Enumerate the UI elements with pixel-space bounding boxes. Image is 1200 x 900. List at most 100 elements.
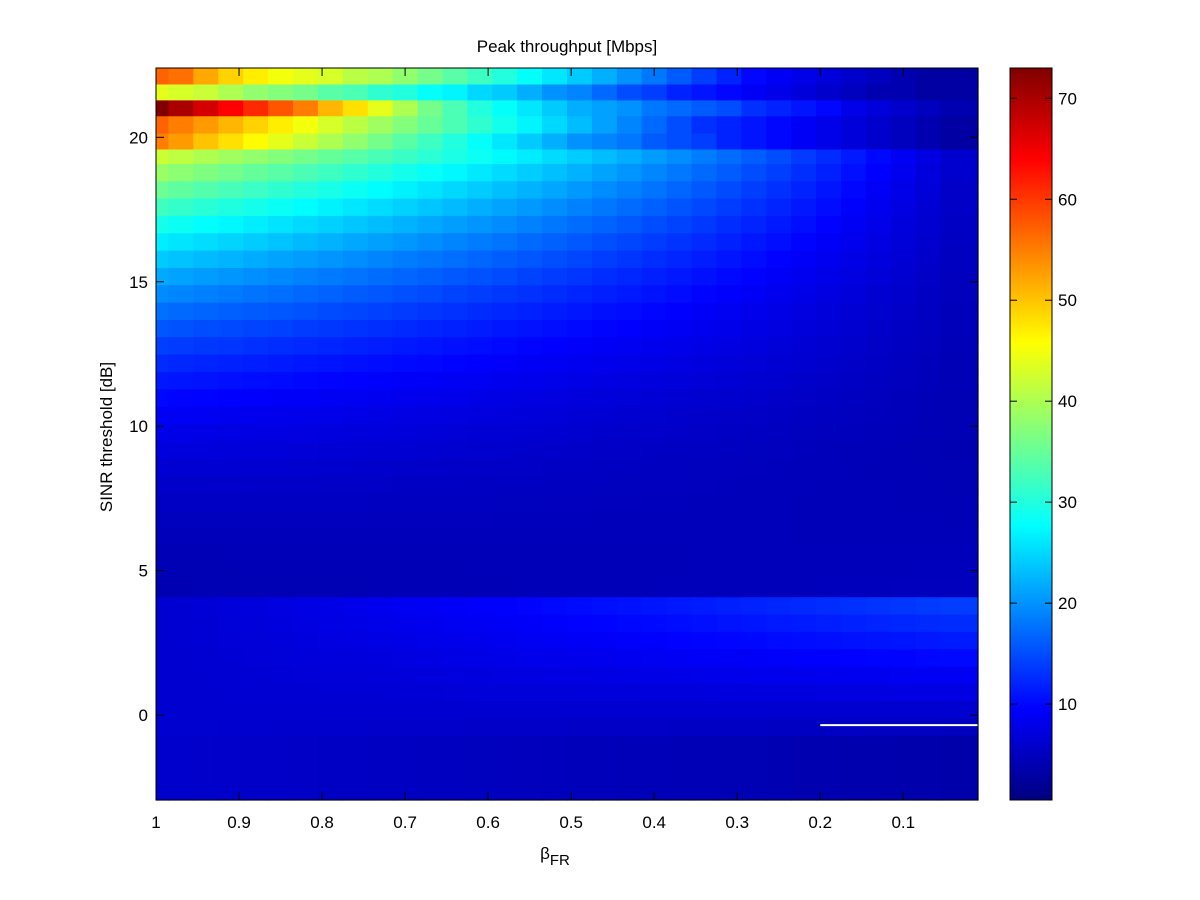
heatmap-cell [392,579,419,598]
heatmap-cell [567,388,593,407]
heatmap-cell [915,180,942,199]
heatmap-cell [865,631,892,650]
heatmap-cell [342,267,369,286]
heatmap-cell [716,700,742,719]
heatmap-cell [890,232,917,251]
heatmap-cell [641,440,668,459]
heatmap-cell [392,405,419,424]
heatmap-cell [392,301,419,320]
heatmap-cell [591,68,618,85]
heatmap-cell [716,457,742,476]
heatmap-cell [218,249,244,268]
heatmap-cell [616,371,643,390]
heatmap-cell [492,180,518,199]
x-tick-label: 0.9 [227,813,251,832]
heatmap-cell [666,700,693,719]
y-tick-label: 20 [129,128,148,147]
heatmap-cell [940,215,979,234]
heatmap-cell [243,249,269,268]
heatmap-cell [442,148,468,164]
heatmap-cell [417,648,444,667]
heatmap-cell [841,665,867,684]
heatmap-cell [791,631,817,650]
plot-frame [155,67,979,801]
heatmap-cell [591,319,618,338]
heatmap-cell [218,596,244,615]
heatmap-cell [268,440,294,459]
heatmap-cell [940,561,979,580]
heatmap-cell [915,769,942,801]
heatmap-cell [243,180,269,199]
heatmap-cell [317,544,344,563]
heatmap-cell [641,509,668,528]
heatmap-cell [268,180,294,199]
heatmap-cell [218,544,244,563]
heatmap-cell [392,336,419,355]
heatmap-cell [766,353,792,372]
heatmap-cell [168,148,194,164]
heatmap-cell [890,509,917,528]
heatmap-cell [616,133,643,150]
heatmap-cell [342,163,369,182]
heatmap-cell [218,83,244,101]
heatmap-cell [317,683,344,702]
heatmap-cell [442,301,468,320]
heatmap-cell [317,180,344,199]
heatmap-cell [890,457,917,476]
heatmap-cell [492,613,518,632]
colorbar-ticks: 10 20 30 40 50 60 70 [1010,89,1077,714]
heatmap-cell [392,544,419,563]
heatmap-cell [915,163,942,182]
heatmap-cell [317,232,344,251]
heatmap-cell [156,631,170,650]
heatmap-cell [542,215,568,234]
heatmap-cell [243,527,269,546]
heatmap-cell [915,83,942,101]
heatmap-cell [367,475,394,494]
heatmap-cell [915,388,942,407]
heatmap-cell [691,613,718,632]
heatmap-cell [293,769,319,801]
heatmap-cell [666,232,693,251]
heatmap-cell [156,388,170,407]
heatmap-cell [268,735,294,754]
heatmap-cell [168,83,194,101]
heatmap-cell [841,527,867,546]
heatmap-cell [542,68,568,85]
heatmap-cell [367,752,394,771]
heatmap-cell [940,388,979,407]
heatmap-cell [367,319,394,338]
heatmap-cell [317,423,344,442]
heatmap-cell [865,544,892,563]
heatmap-cell [841,232,867,251]
heatmap-cell [168,319,194,338]
heatmap-cell [741,197,767,216]
heatmap-cell [567,163,593,182]
heatmap-cell [467,527,493,546]
heatmap-cell [342,388,369,407]
heatmap-cell [293,148,319,164]
heatmap-cell [841,148,867,164]
heatmap-cell [841,267,867,286]
heatmap-cell [691,83,718,101]
heatmap-cell [766,544,792,563]
heatmap-cell [641,133,668,150]
heatmap-cell [367,527,394,546]
heatmap-cell [940,457,979,476]
heatmap-cell [168,735,194,754]
heatmap-cell [841,301,867,320]
heatmap-cell [492,457,518,476]
heatmap-cell [268,197,294,216]
heatmap-cell [367,613,394,632]
heatmap-cell [591,163,618,182]
heatmap-cell [716,232,742,251]
heatmap-cell [417,319,444,338]
heatmap-cell [841,197,867,216]
heatmap-cell [156,180,170,199]
heatmap-cell [791,735,817,754]
heatmap-cell [865,148,892,164]
heatmap-cell [367,99,394,117]
heatmap-cell [915,232,942,251]
heatmap-cell [156,68,170,85]
